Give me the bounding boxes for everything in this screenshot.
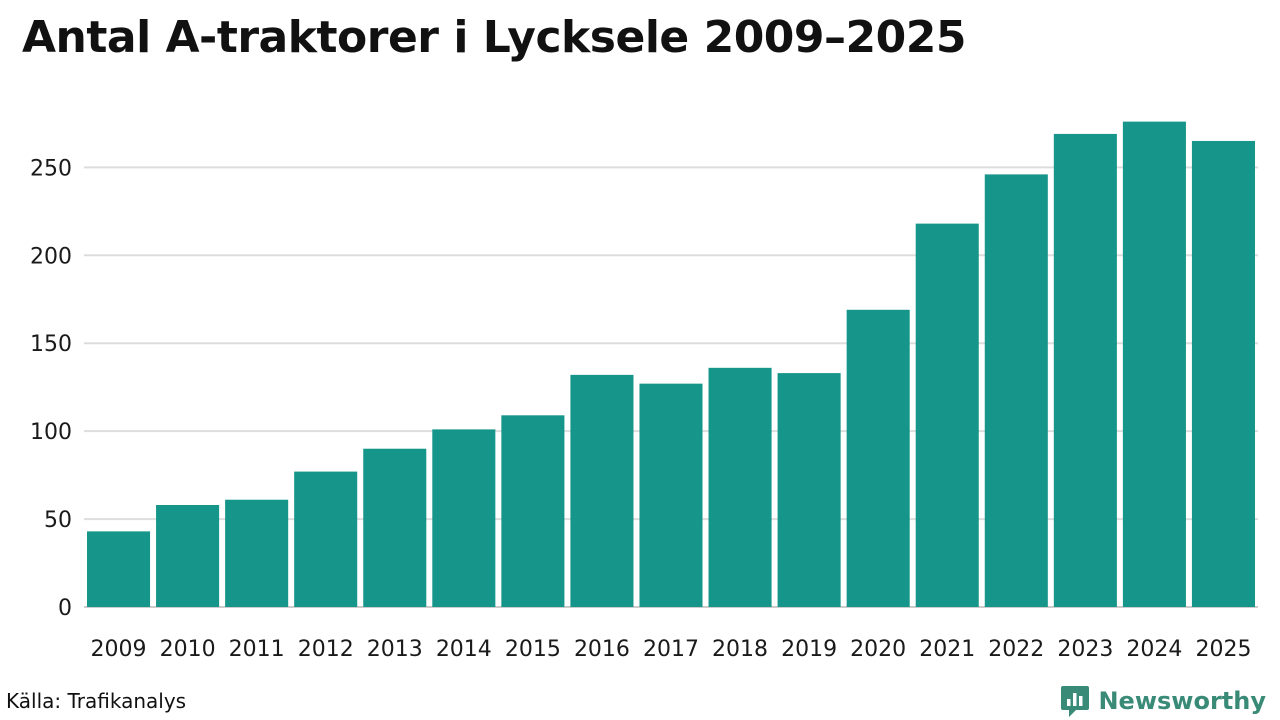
x-tick-label: 2011 bbox=[229, 637, 285, 662]
source-label: Källa: Trafikanalys bbox=[6, 689, 187, 713]
newsworthy-logo-icon bbox=[1061, 686, 1090, 717]
y-tick-label: 0 bbox=[58, 596, 72, 621]
brand-logo[interactable]: Newsworthy bbox=[1060, 684, 1266, 718]
bar-2017[interactable] bbox=[639, 383, 703, 607]
x-tick-label: 2017 bbox=[643, 637, 699, 662]
bar-2022[interactable] bbox=[984, 174, 1048, 607]
x-tick-label: 2018 bbox=[712, 637, 768, 662]
x-tick-label: 2019 bbox=[781, 637, 837, 662]
y-tick-label: 50 bbox=[44, 508, 72, 533]
x-tick-label: 2010 bbox=[160, 637, 216, 662]
bar-2021[interactable] bbox=[915, 223, 979, 607]
x-tick-label: 2025 bbox=[1195, 637, 1251, 662]
bar-2013[interactable] bbox=[363, 448, 427, 607]
bar-2011[interactable] bbox=[225, 499, 289, 607]
y-tick-label: 100 bbox=[30, 420, 72, 445]
bar-2010[interactable] bbox=[156, 505, 220, 607]
bars bbox=[87, 121, 1255, 607]
bar-2023[interactable] bbox=[1053, 133, 1117, 607]
bar-2015[interactable] bbox=[501, 415, 565, 607]
bar-2018[interactable] bbox=[708, 367, 772, 607]
x-axis-labels: 2009 2010 2011 2012 2013 2014 2015 2016 2017 2018… bbox=[91, 637, 1252, 662]
x-tick-label: 2021 bbox=[919, 637, 975, 662]
bar-2012[interactable] bbox=[294, 471, 358, 607]
bar-2014[interactable] bbox=[432, 429, 496, 607]
bar-2019[interactable] bbox=[777, 373, 841, 607]
chart-title: Antal A-traktorer i Lycksele 2009–2025 bbox=[22, 12, 967, 63]
x-tick-label: 2024 bbox=[1126, 637, 1182, 662]
bar-2020[interactable] bbox=[846, 309, 910, 607]
x-tick-label: 2020 bbox=[850, 637, 906, 662]
x-tick-label: 2023 bbox=[1057, 637, 1113, 662]
bar-2009[interactable] bbox=[87, 531, 151, 607]
x-tick-label: 2016 bbox=[574, 637, 630, 662]
x-tick-label: 2022 bbox=[988, 637, 1044, 662]
y-tick-label: 250 bbox=[30, 156, 72, 181]
y-axis-labels: 0 50 100 150 200 250 bbox=[30, 156, 72, 621]
bar-2024[interactable] bbox=[1122, 121, 1186, 607]
x-tick-label: 2009 bbox=[91, 637, 147, 662]
brand-name: Newsworthy bbox=[1098, 687, 1266, 715]
bar-2016[interactable] bbox=[570, 374, 634, 607]
x-tick-label: 2012 bbox=[298, 637, 354, 662]
bar-2025[interactable] bbox=[1191, 140, 1255, 607]
x-tick-label: 2013 bbox=[367, 637, 423, 662]
y-tick-label: 200 bbox=[30, 244, 72, 269]
x-tick-label: 2014 bbox=[436, 637, 492, 662]
y-tick-label: 150 bbox=[30, 332, 72, 357]
x-tick-label: 2015 bbox=[505, 637, 561, 662]
